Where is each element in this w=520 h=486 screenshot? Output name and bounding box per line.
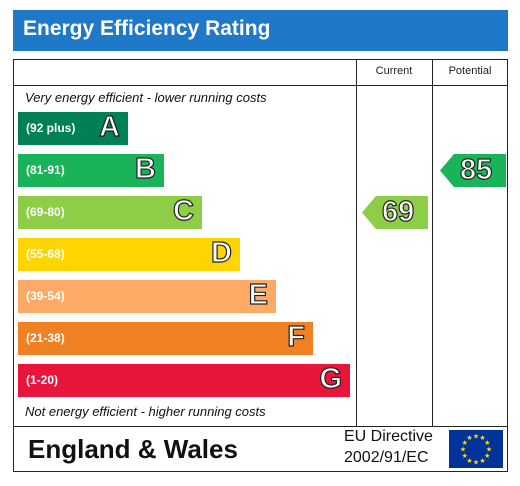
eu-star-icon: ★	[462, 452, 468, 460]
band-letter: F	[287, 320, 306, 353]
eu-star-icon: ★	[473, 433, 479, 441]
eu-star-icon: ★	[462, 439, 468, 447]
eu-star-icon: ★	[460, 446, 466, 454]
potential-rating-arrow: 85	[440, 153, 506, 187]
band-range-label: (1-20)	[26, 373, 59, 387]
band-range-label: (55-68)	[26, 247, 65, 261]
caption-bottom: Not energy efficient - higher running co…	[25, 404, 266, 419]
band-range-label: (69-80)	[26, 205, 65, 219]
eu-star-icon: ★	[479, 457, 485, 465]
band-range-label: (39-54)	[26, 289, 65, 303]
directive-line1: EU Directive	[344, 428, 433, 445]
eu-star-icon: ★	[484, 439, 490, 447]
eu-star-icon: ★	[473, 459, 479, 467]
current-rating-arrow: 69	[362, 195, 428, 229]
band-range-label: (81-91)	[26, 163, 65, 177]
band-f: (21-38) F	[18, 320, 313, 355]
eu-flag-icon: ★ ★ ★ ★ ★ ★ ★ ★ ★ ★ ★ ★	[449, 430, 503, 468]
header-row-divider	[14, 85, 507, 86]
footer-divider	[14, 426, 507, 427]
caption-top: Very energy efficient - lower running co…	[25, 90, 267, 105]
band-letter: G	[319, 362, 343, 395]
potential-column-header: Potential	[448, 65, 492, 77]
current-column-header: Current	[375, 65, 413, 77]
current-arrow-shape	[362, 196, 428, 229]
band-letter: E	[248, 278, 269, 311]
eu-star-icon: ★	[479, 434, 485, 442]
band-letter: D	[210, 236, 232, 269]
potential-column-divider	[432, 60, 433, 426]
band-c: (69-80) C	[18, 194, 202, 229]
band-g: (1-20) G	[18, 362, 350, 397]
eu-star-icon: ★	[486, 446, 492, 454]
page-title: Energy Efficiency Rating	[23, 17, 271, 40]
potential-arrow-shape	[440, 154, 506, 187]
band-range-label: (92 plus)	[26, 121, 76, 135]
eu-star-icon: ★	[466, 434, 472, 442]
current-rating-value: 69	[381, 195, 415, 228]
band-letter: A	[98, 110, 120, 143]
header-bar: Energy Efficiency Rating	[13, 10, 508, 51]
rating-chart: Current Potential Very energy efficient …	[13, 59, 508, 472]
band-a: (92 plus) A	[18, 110, 128, 145]
footer-region: England & Wales	[28, 434, 238, 464]
footer-directive: EU Directive 2002/91/EC	[344, 426, 433, 468]
band-e: (39-54) E	[18, 278, 276, 313]
band-b: (81-91) B	[18, 152, 164, 187]
eu-star-icon: ★	[466, 457, 472, 465]
band-range-label: (21-38)	[26, 331, 65, 345]
eu-star-icon: ★	[484, 452, 490, 460]
directive-line2: 2002/91/EC	[344, 449, 429, 466]
band-letter: B	[134, 152, 156, 185]
band-letter: C	[172, 194, 194, 227]
band-d: (55-68) D	[18, 236, 240, 271]
current-column-divider	[356, 60, 357, 426]
potential-rating-value: 85	[459, 153, 493, 186]
